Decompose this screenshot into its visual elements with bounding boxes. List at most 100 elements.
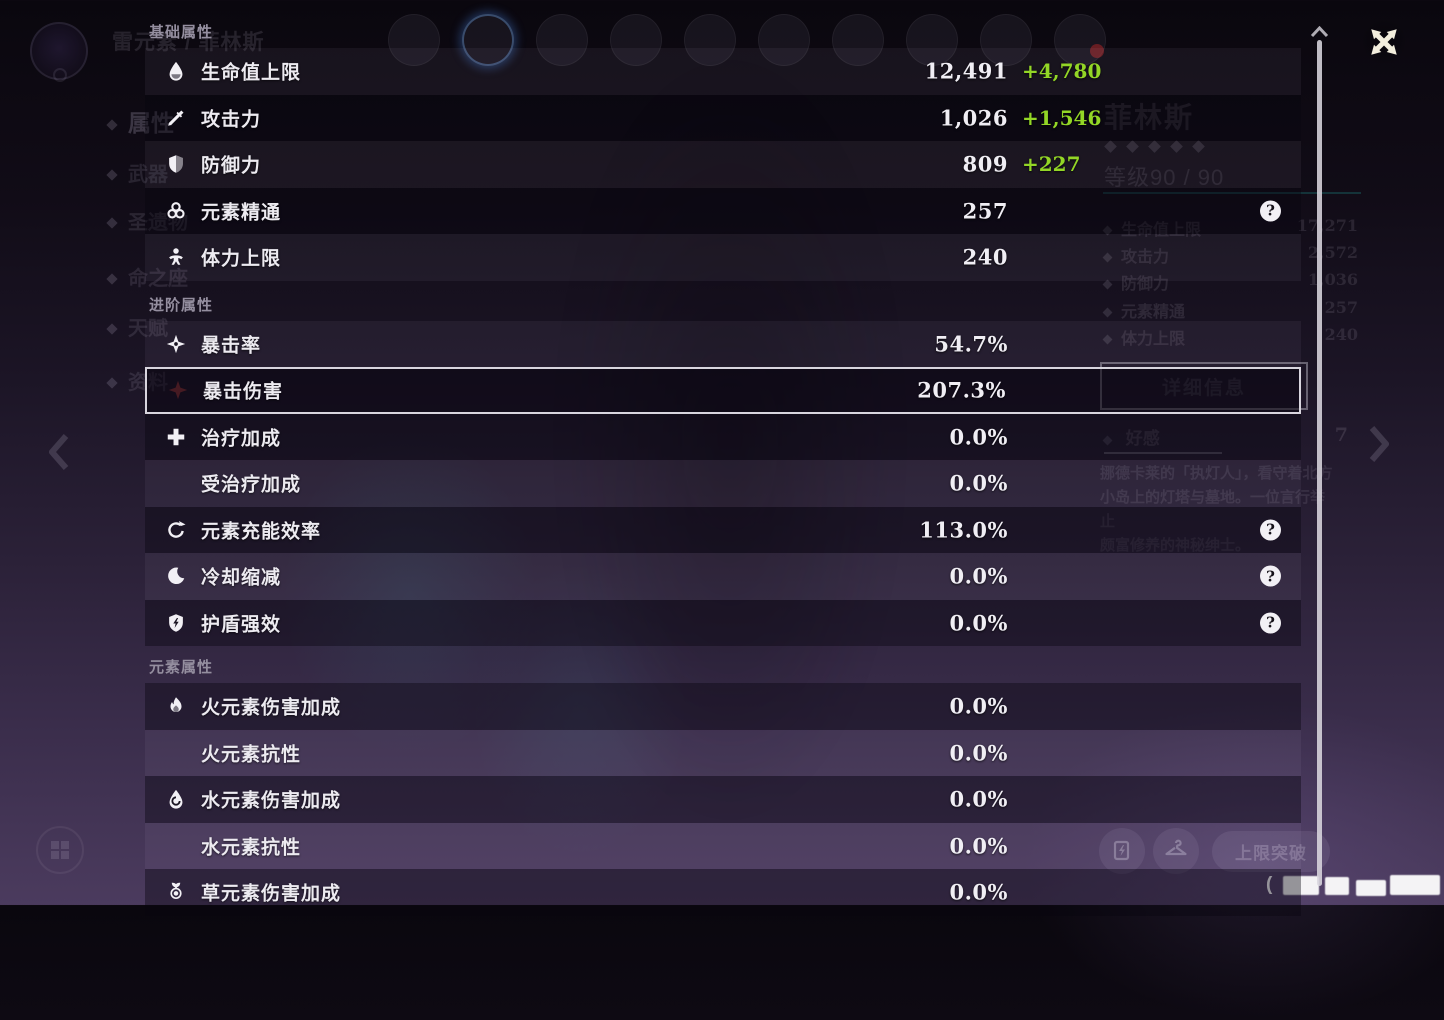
bg-stat-row: 体力上限 240 <box>1102 325 1358 351</box>
sword-icon <box>165 107 187 129</box>
stat-label: 生命值上限 <box>201 62 302 84</box>
sidebar-item-weapon: 武器 <box>106 158 168 187</box>
section-header-advanced: 进阶属性 <box>149 296 214 314</box>
stat-label: 火元素伤害加成 <box>201 697 342 719</box>
help-icon[interactable]: ? <box>1260 612 1281 634</box>
stat-value: 1,026 <box>939 105 1008 131</box>
avatar-alert <box>1054 14 1106 66</box>
censored-block <box>1325 877 1349 895</box>
stat-row-pyro-res[interactable]: 火元素抗性 0.0% <box>145 729 1301 776</box>
namecard-button <box>1099 828 1145 874</box>
diamond-bullet-icon <box>106 119 118 131</box>
element-character-label: 雷元素 / 菲林斯 <box>112 31 265 54</box>
hydro-icon <box>165 788 187 810</box>
stat-row-shield-strength[interactable]: 护盾强效 0.0% ? <box>145 599 1301 646</box>
censored-uid: ( <box>1266 874 1273 895</box>
stat-row-cd-reduction[interactable]: 冷却缩减 0.0% ? <box>145 553 1301 600</box>
stat-label: 治疗加成 <box>201 428 282 450</box>
stat-value: 0.0% <box>949 740 1008 766</box>
avatar <box>610 14 662 66</box>
stat-label: 水元素抗性 <box>201 837 302 859</box>
stat-row-atk[interactable]: 攻击力 1,026 +1,546 <box>145 94 1301 141</box>
friendship-row: 好感 7 <box>1102 424 1358 454</box>
stat-label: 元素精通 <box>201 202 282 224</box>
stat-row-incoming-healing-bonus[interactable]: 受治疗加成 0.0% <box>145 460 1301 507</box>
crit-rate-icon <box>165 333 187 355</box>
character-level: 等级90 / 90 <box>1104 165 1225 190</box>
diamond-bullet-icon <box>106 217 118 229</box>
party-setup-button <box>36 826 84 874</box>
stat-label: 火元素抗性 <box>201 744 302 766</box>
diamond-bullet-icon <box>106 377 118 389</box>
cooldown-moon-icon <box>165 565 187 587</box>
stat-bonus: +4,780 <box>1022 59 1102 84</box>
pyro-icon <box>165 695 187 717</box>
close-button[interactable] <box>1360 18 1408 66</box>
hp-droplet-icon <box>165 60 187 82</box>
stat-row-dendro-dmg-bonus[interactable]: 草元素伤害加成 0.0% <box>145 869 1301 916</box>
stat-bonus: +1,546 <box>1022 105 1102 130</box>
avatar <box>832 14 884 66</box>
attributes-panel: 基础属性 生命值上限 12,491 +4,780 攻击力 1,026 +1,54… <box>145 0 1301 916</box>
stat-value: 12,491 <box>924 58 1008 84</box>
stat-row-max-hp[interactable]: 生命值上限 12,491 +4,780 <box>145 48 1301 95</box>
stat-value: 0.0% <box>949 610 1008 636</box>
diamond-bullet-icon <box>106 323 118 335</box>
scrollbar[interactable] <box>1317 40 1322 886</box>
diamond-bullet-icon <box>106 273 118 285</box>
stat-row-crit-dmg-selected[interactable]: 暴击伤害 207.3% <box>145 367 1301 414</box>
stat-value: 54.7% <box>934 331 1008 357</box>
stat-label: 受治疗加成 <box>201 474 302 496</box>
stat-value: 0.0% <box>949 786 1008 812</box>
stat-value: 0.0% <box>949 693 1008 719</box>
avatar <box>684 14 736 66</box>
censored-block <box>1390 875 1440 895</box>
stat-label: 草元素伤害加成 <box>201 883 342 905</box>
elemental-mastery-icon <box>165 200 187 222</box>
healing-cross-icon <box>165 426 187 448</box>
stat-row-hydro-res[interactable]: 水元素抗性 0.0% <box>145 822 1301 869</box>
stat-row-def[interactable]: 防御力 809 +227 <box>145 141 1301 188</box>
stat-row-hydro-dmg-bonus[interactable]: 水元素伤害加成 0.0% <box>145 776 1301 823</box>
stat-label: 攻击力 <box>201 109 262 131</box>
diamond-bullet-icon <box>106 169 118 181</box>
avatar <box>388 14 440 66</box>
avatar <box>536 14 588 66</box>
section-header-base: 基础属性 <box>149 24 214 41</box>
stat-row-elemental-mastery[interactable]: 元素精通 257 ? <box>145 187 1301 234</box>
stat-row-crit-rate[interactable]: 暴击率 54.7% <box>145 320 1301 367</box>
stat-label: 护盾强效 <box>201 614 282 636</box>
stat-value: 0.0% <box>949 563 1008 589</box>
avatar <box>980 14 1032 66</box>
stat-row-max-stamina[interactable]: 体力上限 240 <box>145 234 1301 281</box>
stat-value: 257 <box>962 198 1008 224</box>
bg-stat-row: 生命值上限 17,271 <box>1102 216 1358 242</box>
stat-value: 0.0% <box>949 879 1008 905</box>
sidebar-item-constellation: 命之座 <box>106 262 188 291</box>
help-icon[interactable]: ? <box>1260 565 1281 587</box>
help-icon[interactable]: ? <box>1260 519 1281 541</box>
stat-value: 0.0% <box>949 833 1008 859</box>
stat-row-energy-recharge[interactable]: 元素充能效率 113.0% ? <box>145 506 1301 553</box>
stat-label: 冷却缩减 <box>201 567 282 589</box>
censored-block <box>1356 880 1386 896</box>
avatar <box>906 14 958 66</box>
friendship-level: 7 <box>1334 424 1348 446</box>
stat-row-healing-bonus[interactable]: 治疗加成 0.0% <box>145 413 1301 460</box>
stat-label: 元素充能效率 <box>201 521 322 543</box>
avatar-selected <box>462 14 514 66</box>
element-emblem-icon <box>30 22 88 82</box>
section-header-elemental: 元素属性 <box>149 659 214 676</box>
character-name: 菲林斯 <box>1104 102 1195 133</box>
next-character-chevron-icon <box>1369 426 1389 462</box>
divider <box>1104 452 1222 454</box>
bg-stat-row: 元素精通 257 <box>1102 298 1358 324</box>
stat-value: 0.0% <box>949 470 1008 496</box>
stat-row-pyro-dmg-bonus[interactable]: 火元素伤害加成 0.0% <box>145 683 1301 730</box>
stat-bonus: +227 <box>1022 152 1081 177</box>
help-icon[interactable]: ? <box>1260 200 1281 222</box>
stat-value: 0.0% <box>949 424 1008 450</box>
shield-strength-icon <box>165 612 187 634</box>
stat-label: 水元素伤害加成 <box>201 790 342 812</box>
crit-dmg-icon <box>167 379 189 401</box>
